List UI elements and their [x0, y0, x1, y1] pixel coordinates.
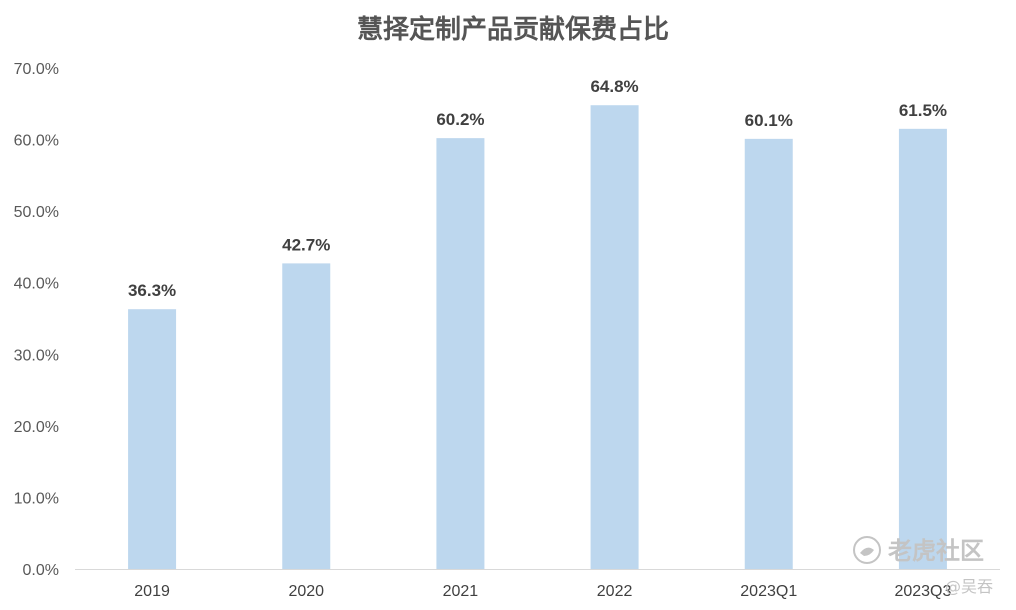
- x-tick-label: 2022: [597, 583, 633, 600]
- bar: [128, 309, 177, 569]
- y-tick-label: 10.0%: [14, 490, 59, 507]
- x-axis: 2019 2020 2021 2022 2023Q1 2023Q3: [134, 583, 951, 600]
- watermark: 老虎社区 @吴吞: [853, 536, 993, 596]
- y-tick-label: 40.0%: [14, 276, 59, 293]
- tiger-logo-icon: [853, 536, 881, 564]
- x-tick-label: 2019: [134, 583, 170, 600]
- y-tick-label: 60.0%: [14, 133, 59, 150]
- x-tick-label: 2020: [288, 583, 324, 600]
- watermark-author: @吴吞: [945, 577, 993, 596]
- bar-series: [128, 105, 947, 570]
- x-tick-label: 2023Q1: [740, 583, 797, 600]
- y-tick-label: 0.0%: [23, 562, 59, 579]
- data-label: 36.3%: [128, 281, 176, 300]
- x-tick-label: 2021: [443, 583, 479, 600]
- y-tick-label: 70.0%: [14, 61, 59, 78]
- watermark-brand: 老虎社区: [888, 537, 984, 565]
- y-tick-label: 20.0%: [14, 419, 59, 436]
- y-axis: 0.0% 10.0% 20.0% 30.0% 40.0% 50.0% 60.0% 70.0%: [14, 61, 59, 579]
- chart-title: 慧择定制产品贡献保费占比: [357, 14, 669, 45]
- x-tick-label: 2023Q3: [894, 583, 951, 600]
- data-label: 64.8%: [590, 77, 638, 96]
- bar: [282, 263, 331, 569]
- data-label: 60.2%: [436, 110, 484, 129]
- bar: [744, 138, 793, 569]
- y-tick-label: 50.0%: [14, 204, 59, 221]
- data-label: 61.5%: [899, 101, 947, 120]
- bar: [898, 128, 947, 570]
- bar: [590, 105, 639, 570]
- y-tick-label: 30.0%: [14, 347, 59, 364]
- data-labels: 36.3% 42.7% 60.2% 64.8% 60.1% 61.5%: [128, 77, 947, 300]
- data-label: 60.1%: [745, 111, 793, 130]
- bar: [436, 138, 485, 569]
- data-label: 42.7%: [282, 235, 330, 254]
